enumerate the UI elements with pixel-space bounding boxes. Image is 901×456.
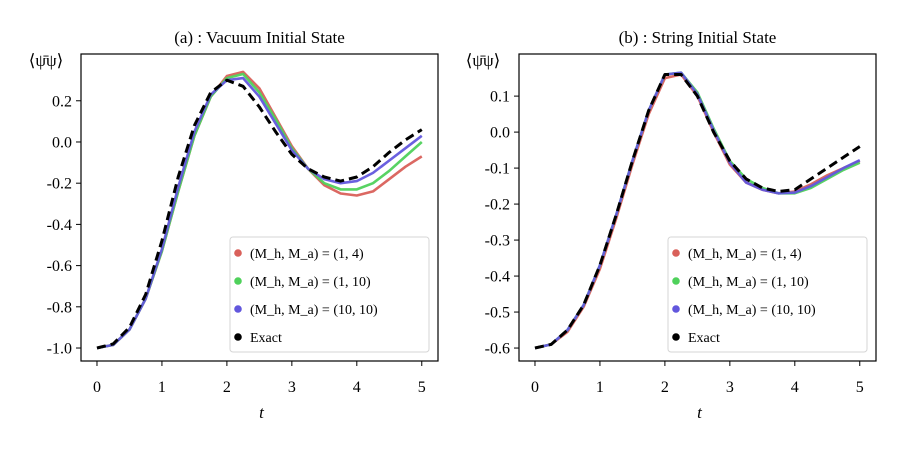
x-tick-label: 2 <box>223 379 231 396</box>
legend-label: (M_h, M_a) = (1, 10) <box>250 275 371 290</box>
y-tick-label: -0.3 <box>485 233 510 250</box>
legend-marker <box>234 305 242 313</box>
x-tick-label: 5 <box>856 379 864 396</box>
y-tick-label: 0.1 <box>490 89 510 106</box>
y-tick-label: 0.0 <box>52 134 72 151</box>
legend-label: Exact <box>250 331 282 346</box>
x-axis-label: t <box>259 403 265 422</box>
y-tick-label: -0.6 <box>47 258 72 275</box>
legend-box <box>229 236 430 353</box>
chart-title: (a) : Vacuum Initial State <box>174 28 345 47</box>
legend-label: (M_h, M_a) = (10, 10) <box>688 303 816 318</box>
chart-title: (b) : String Initial State <box>619 28 777 47</box>
legend-marker <box>234 249 242 257</box>
legend-marker <box>234 333 242 341</box>
legend: (M_h, M_a) = (1, 4) (M_h, M_a) = (1, 10) (… <box>667 236 868 353</box>
x-tick-label: 0 <box>531 379 539 396</box>
y-tick-label: -0.2 <box>485 197 510 214</box>
x-tick-label: 4 <box>353 379 361 396</box>
y-axis-label: ⟨ψ̄ψ⟩ <box>29 51 64 70</box>
x-tick-label: 0 <box>93 379 101 396</box>
panel-b: (b) : String Initial State ⟨ψ̄ψ⟩ t 0 1 2 3 4 5 -0… <box>466 28 877 422</box>
x-tick-label: 4 <box>791 379 799 396</box>
legend-label: Exact <box>688 331 720 346</box>
series-line-3 <box>96 78 423 350</box>
x-tick-label: 5 <box>418 379 426 396</box>
y-tick-label: 0.2 <box>52 93 72 110</box>
y-tick-label: -0.6 <box>485 341 510 358</box>
legend-marker <box>234 277 242 285</box>
legend-marker <box>672 333 680 341</box>
legend-label: (M_h, M_a) = (10, 10) <box>250 303 378 318</box>
x-tick-label: 3 <box>726 379 734 396</box>
series-line-3 <box>534 73 861 350</box>
legend-label: (M_h, M_a) = (1, 4) <box>250 247 364 262</box>
x-tick-label: 1 <box>596 379 604 396</box>
x-tick-label: 2 <box>661 379 669 396</box>
y-tick-label: -0.4 <box>485 269 510 286</box>
legend-box <box>667 236 868 353</box>
y-tick-label: 0.0 <box>490 125 510 142</box>
y-tick-label: -0.2 <box>47 176 72 193</box>
y-tick-label: -0.1 <box>485 161 510 178</box>
legend-marker <box>672 305 680 313</box>
legend-marker <box>672 249 680 257</box>
x-tick-label: 3 <box>288 379 296 396</box>
legend: (M_h, M_a) = (1, 4) (M_h, M_a) = (1, 10) (… <box>229 236 430 353</box>
y-tick-label: -0.8 <box>47 299 72 316</box>
panel-a: (a) : Vacuum Initial State ⟨ψ̄ψ⟩ t 0 1 2 3 4 5 -1… <box>29 28 439 422</box>
series-line-2 <box>96 76 423 350</box>
legend-label: (M_h, M_a) = (1, 4) <box>688 247 802 262</box>
y-tick-label: -0.4 <box>47 217 72 234</box>
y-tick-label: -1.0 <box>47 341 72 358</box>
plot-frame <box>80 53 439 362</box>
x-tick-label: 1 <box>158 379 166 396</box>
y-axis-label: ⟨ψ̄ψ⟩ <box>466 51 501 70</box>
legend-marker <box>672 277 680 285</box>
x-axis-label: t <box>697 403 703 422</box>
legend-label: (M_h, M_a) = (1, 10) <box>688 275 809 290</box>
plot-frame <box>518 53 877 362</box>
y-tick-label: -0.5 <box>485 305 510 322</box>
